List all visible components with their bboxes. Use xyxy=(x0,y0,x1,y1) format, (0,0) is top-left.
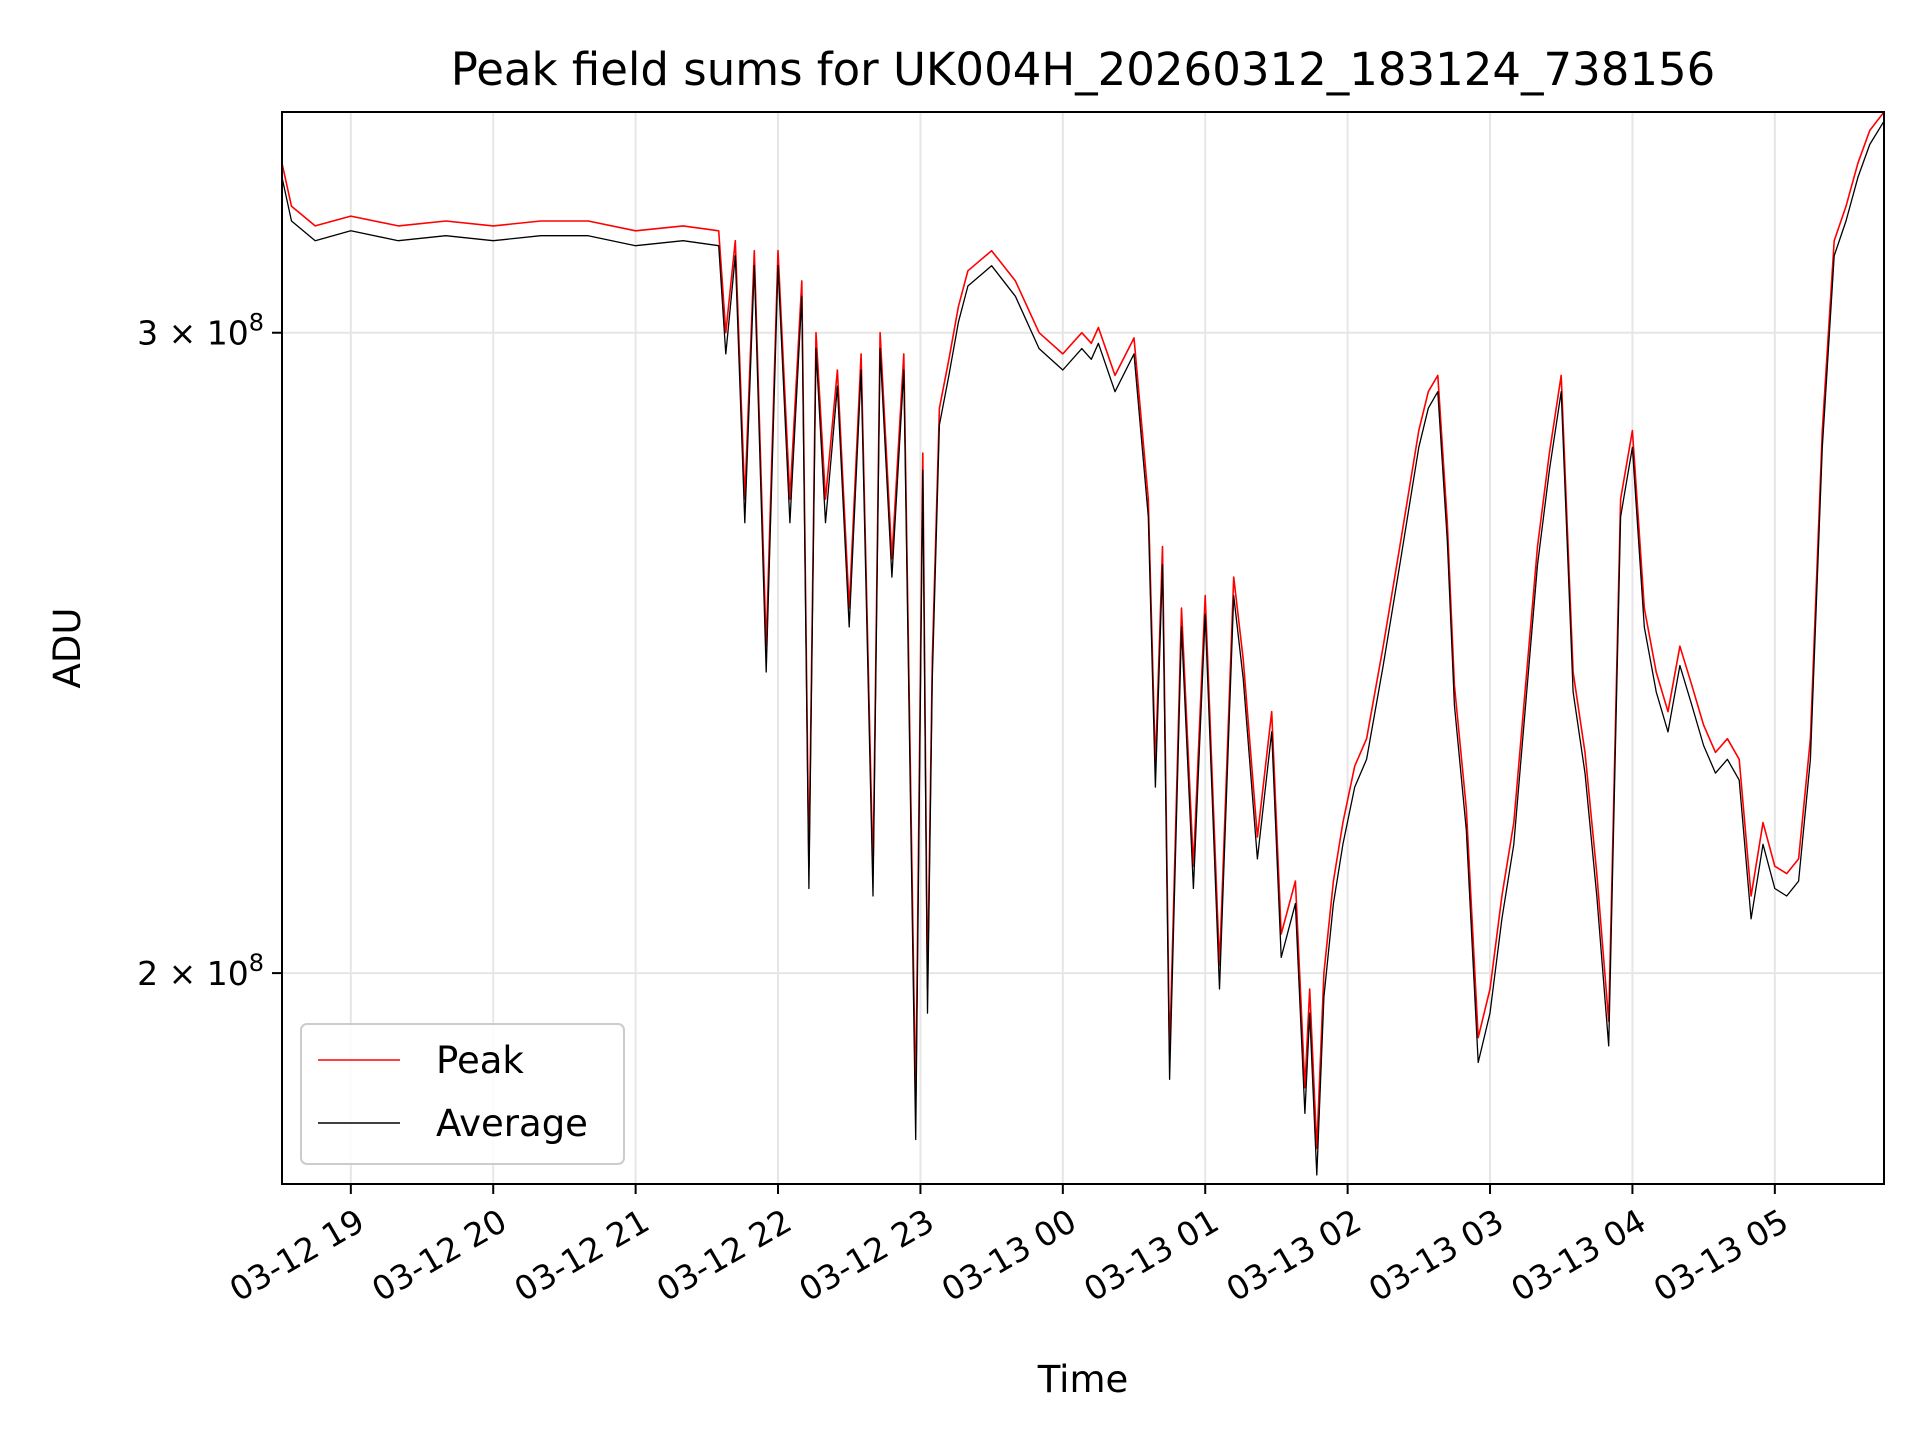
series-line-peak xyxy=(281,111,1885,1150)
x-axis-label: Time xyxy=(1037,1358,1129,1401)
y-tick-times: × 10 xyxy=(158,954,249,993)
y-tick-exponent: 8 xyxy=(249,309,264,337)
plot-series xyxy=(281,111,1885,1176)
y-tick-exponent: 8 xyxy=(249,949,264,977)
legend-box xyxy=(300,1023,625,1165)
series-line-average xyxy=(281,120,1885,1176)
plot-frame xyxy=(281,111,1885,1185)
legend-label-peak: Peak xyxy=(436,1039,524,1082)
chart-title: Peak field sums for UK004H_20260312_1831… xyxy=(451,43,1716,96)
legend: Peak Average xyxy=(300,1023,625,1165)
y-tick-mantissa: 2 xyxy=(137,954,158,993)
y-tick-label: 3 × 108 xyxy=(137,309,264,353)
legend-label-average: Average xyxy=(436,1102,588,1145)
y-tick-times: × 10 xyxy=(158,314,249,353)
y-axis-label: ADU xyxy=(46,608,89,689)
y-tick-mantissa: 3 xyxy=(137,314,158,353)
gridlines xyxy=(282,112,1884,1184)
y-tick-label: 2 × 108 xyxy=(137,949,264,993)
